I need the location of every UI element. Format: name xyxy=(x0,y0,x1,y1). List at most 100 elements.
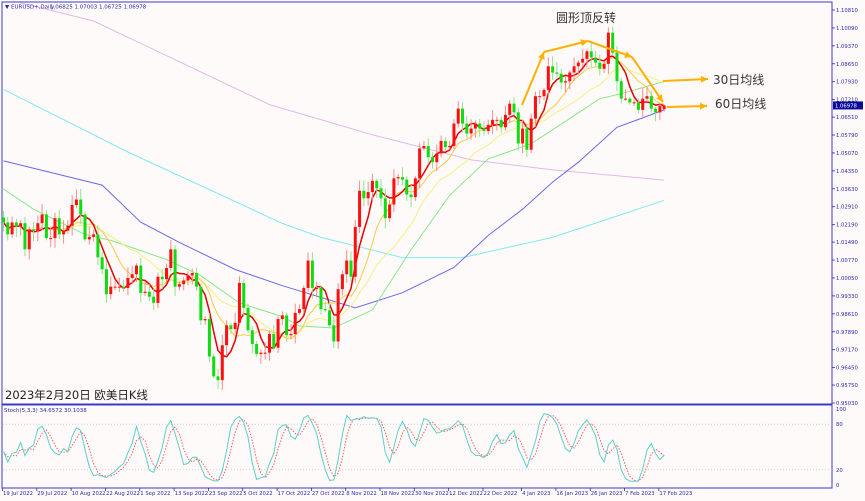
arrow-fall-shaft xyxy=(631,56,664,103)
candle xyxy=(302,285,306,314)
price-tick-label: 1.01490 xyxy=(836,240,859,246)
price-tick-label: 1.09370 xyxy=(836,44,859,50)
candle xyxy=(658,103,662,121)
stoch-axis: 100 80 20 0 xyxy=(836,407,847,489)
price-tick-label: 1.07930 xyxy=(836,80,859,86)
candle-body xyxy=(508,103,512,115)
time-tick-label: 7 Feb 2023 xyxy=(625,491,655,497)
stoch-axis-label: 100 xyxy=(836,407,847,413)
candle xyxy=(366,181,370,206)
stoch-readout: Stoch(5,3,3) 34.6572 30.1038 xyxy=(4,408,87,414)
candle-body xyxy=(203,319,207,321)
candle-body xyxy=(598,62,602,69)
candle-body xyxy=(461,108,465,124)
candle xyxy=(14,218,18,238)
candle xyxy=(529,113,533,154)
candle-body xyxy=(645,96,649,99)
candle-body xyxy=(435,153,439,163)
arrow-ma60 xyxy=(666,102,708,110)
candle xyxy=(32,221,36,242)
candle-body xyxy=(36,223,40,231)
candle xyxy=(503,105,507,131)
arrow-top-left xyxy=(543,39,589,53)
candle-body xyxy=(396,177,400,179)
time-tick-label: 23 Sep 2022 xyxy=(209,491,243,497)
candle-body xyxy=(332,325,336,342)
candle xyxy=(250,326,254,354)
candle-body xyxy=(152,296,156,303)
candle xyxy=(486,119,490,135)
price-tick-label: 1.00770 xyxy=(836,258,859,264)
candle-body xyxy=(169,249,173,269)
ma30-annotation: 30日均线 xyxy=(713,73,764,87)
candle xyxy=(589,41,593,68)
stoch-axis-label: 20 xyxy=(836,468,843,474)
candle xyxy=(461,102,465,133)
chart-caption: 2023年2月20日 欧美日K线 xyxy=(5,388,148,402)
candle xyxy=(306,252,310,292)
candle xyxy=(546,57,550,96)
candle-body xyxy=(641,98,645,110)
candle xyxy=(568,70,572,90)
arrow-top-right xyxy=(587,40,633,58)
candle-body xyxy=(654,108,658,113)
candle-body xyxy=(349,260,353,277)
candle-body xyxy=(499,119,503,128)
candle-body xyxy=(74,199,78,206)
time-tick-label: 26 Jan 2023 xyxy=(591,491,623,497)
candle-body xyxy=(400,177,404,180)
candle xyxy=(443,137,447,152)
candle xyxy=(400,167,404,186)
candle-body xyxy=(130,274,134,278)
candle xyxy=(280,311,284,326)
arrow-top-right-shaft xyxy=(587,40,633,58)
candle xyxy=(383,188,387,229)
candle-body xyxy=(195,272,199,287)
candle-body xyxy=(529,118,533,150)
price-tick-label: 0.97170 xyxy=(836,348,859,354)
candle xyxy=(456,101,460,128)
candle-body xyxy=(375,180,379,189)
candle-body xyxy=(572,66,576,73)
candle xyxy=(636,98,640,114)
candle xyxy=(165,263,169,283)
candle-body xyxy=(559,73,563,83)
candle-body xyxy=(323,309,327,311)
candle xyxy=(422,141,426,151)
price-tick-label: 0.98610 xyxy=(836,312,859,318)
candle-body xyxy=(452,123,456,146)
candle xyxy=(358,180,362,233)
candle-body xyxy=(555,72,559,74)
candle xyxy=(36,215,40,242)
candle-body xyxy=(53,218,57,239)
candle-body xyxy=(10,222,14,235)
price-tick-label: 1.10090 xyxy=(836,26,859,32)
candle-body xyxy=(491,119,495,125)
candle xyxy=(267,330,271,361)
candle xyxy=(594,50,598,67)
time-tick-label: 17 Feb 2023 xyxy=(659,491,692,497)
candle xyxy=(482,121,486,136)
candle xyxy=(624,89,628,101)
collapse-arrow-icon[interactable]: ▼ xyxy=(5,5,10,11)
candle xyxy=(23,216,27,257)
candle xyxy=(53,212,57,248)
candle xyxy=(555,61,559,78)
candle-body xyxy=(418,148,422,179)
candle xyxy=(263,342,267,360)
candle xyxy=(293,303,297,344)
candle xyxy=(439,135,443,158)
candle xyxy=(426,138,430,165)
candle-body xyxy=(546,66,550,90)
ma60-line xyxy=(3,109,665,309)
candle xyxy=(362,180,366,207)
ohlc-readout: 1.06825 1.07003 1.06725 1.06978 xyxy=(50,5,147,11)
candle xyxy=(57,209,61,240)
price-tick-label: 1.07210 xyxy=(836,98,859,104)
candle xyxy=(233,312,237,334)
candle xyxy=(27,226,31,260)
candle-body xyxy=(512,103,516,113)
price-tick-label: 1.06510 xyxy=(836,115,859,121)
candle xyxy=(375,178,379,198)
